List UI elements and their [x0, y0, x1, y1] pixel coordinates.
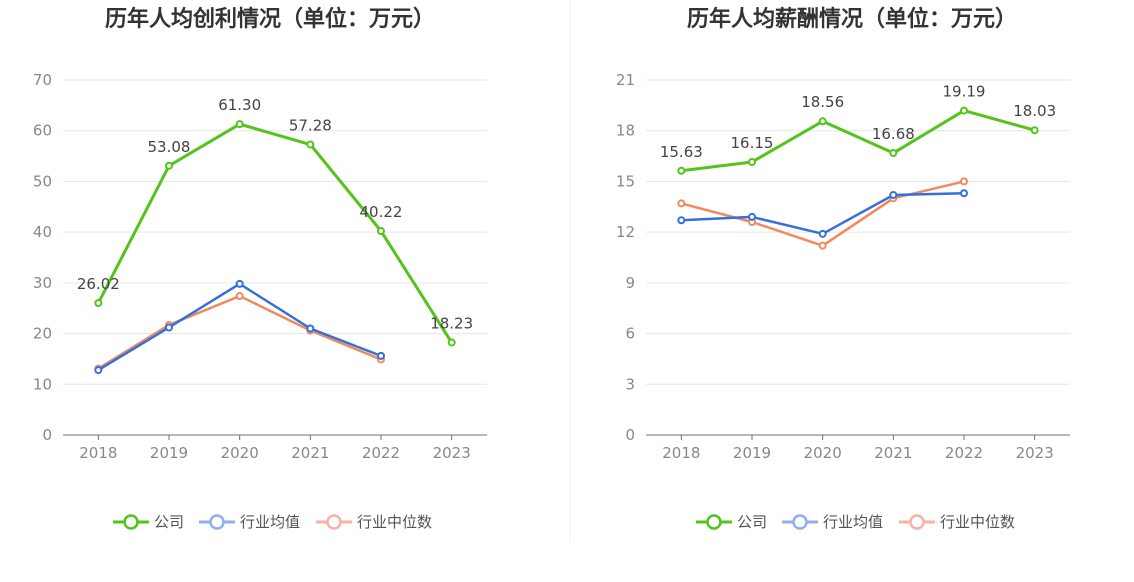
- legend-marker-icon: [909, 514, 925, 530]
- y-tick-label: 15: [616, 172, 635, 190]
- data-point-company[interactable]: [165, 161, 173, 170]
- data-label: 15.63: [660, 143, 703, 161]
- x-tick-label: 2019: [150, 444, 188, 462]
- x-tick-label: 2021: [291, 444, 329, 462]
- data-point-company[interactable]: [235, 120, 244, 129]
- legend-marker-icon: [209, 514, 225, 530]
- series-line-industry-median: [97, 294, 382, 370]
- data-label: 18.03: [1013, 102, 1056, 120]
- data-point-company[interactable]: [447, 338, 456, 347]
- y-tick-label: 0: [625, 426, 635, 444]
- data-point-industry-avg[interactable]: [377, 351, 385, 360]
- data-point-industry-avg[interactable]: [306, 324, 315, 333]
- chart-panel-1: 历年人均创利情况（单位：万元） 0 10 20 30 40 50 60 70 2018 2019 20…: [33, 6, 487, 531]
- x-tick-label: 2022: [362, 444, 400, 462]
- chart-panel-2: 历年人均薪酬情况（单位：万元） 0 3 6 9 12 15 18 21 2018 2019 2020 2…: [616, 6, 1070, 531]
- data-label: 40.22: [360, 203, 403, 221]
- legend-item-company[interactable]: 公司: [113, 513, 184, 531]
- y-tick-label: 50: [33, 172, 52, 190]
- data-label: 16.15: [731, 134, 774, 152]
- data-point-industry-median[interactable]: [677, 199, 686, 208]
- data-point-company[interactable]: [1030, 126, 1039, 135]
- data-point-industry-avg[interactable]: [165, 323, 173, 332]
- legend-item-industry-avg[interactable]: 行业均值: [199, 513, 300, 531]
- legend-item-industry-median[interactable]: 行业中位数: [899, 513, 1015, 531]
- x-tick-label: 2020: [221, 444, 259, 462]
- y-tick-label: 70: [33, 71, 52, 89]
- legend-label: 行业均值: [240, 513, 300, 531]
- data-label: 57.28: [289, 117, 332, 135]
- x-tick-label: 2018: [662, 444, 700, 462]
- chart-title: 历年人均创利情况（单位：万元）: [105, 6, 435, 32]
- data-point-industry-avg[interactable]: [960, 189, 968, 198]
- y-tick-label: 20: [33, 325, 52, 343]
- legend-label: 公司: [737, 513, 767, 531]
- y-tick-label: 40: [33, 223, 52, 241]
- y-tick-label: 12: [616, 223, 635, 241]
- y-tick-label: 60: [33, 122, 52, 140]
- data-point-industry-median[interactable]: [235, 292, 244, 301]
- legend-item-industry-median[interactable]: 行业中位数: [316, 513, 432, 531]
- legend-label: 行业中位数: [940, 513, 1015, 531]
- legend-item-company[interactable]: 公司: [696, 513, 767, 531]
- data-point-industry-avg[interactable]: [677, 216, 686, 225]
- chart-title: 历年人均薪酬情况（单位：万元）: [687, 6, 1017, 32]
- series-line-company: [96, 122, 453, 344]
- y-tick-label: 9: [625, 274, 635, 292]
- x-tick-label: 2022: [945, 444, 983, 462]
- data-point-industry-avg[interactable]: [235, 279, 244, 288]
- data-point-industry-median[interactable]: [818, 241, 827, 250]
- legend-item-industry-avg[interactable]: 行业均值: [782, 513, 883, 531]
- data-label: 16.68: [872, 125, 915, 143]
- y-tick-label: 30: [33, 274, 52, 292]
- data-label: 19.19: [943, 83, 986, 101]
- data-point-company[interactable]: [377, 227, 385, 236]
- legend-label: 行业中位数: [357, 513, 432, 531]
- data-point-industry-avg[interactable]: [748, 212, 756, 221]
- legend-marker-icon: [792, 514, 808, 530]
- y-tick-label: 6: [625, 325, 635, 343]
- data-point-company[interactable]: [748, 157, 756, 166]
- data-label: 18.56: [801, 93, 844, 111]
- legend-label: 行业均值: [823, 513, 883, 531]
- y-tick-label: 10: [33, 375, 52, 393]
- data-label: 18.23: [430, 315, 473, 333]
- data-point-company[interactable]: [94, 299, 103, 308]
- data-point-industry-median[interactable]: [960, 177, 968, 186]
- legend-marker-icon: [326, 514, 342, 530]
- legend-marker-icon: [706, 514, 722, 530]
- y-tick-label: 3: [625, 375, 635, 393]
- data-point-company[interactable]: [306, 140, 315, 149]
- data-point-company[interactable]: [960, 106, 968, 115]
- data-point-company[interactable]: [889, 149, 898, 158]
- x-tick-label: 2020: [804, 444, 842, 462]
- x-tick-label: 2018: [79, 444, 117, 462]
- series-line-company: [681, 109, 1036, 173]
- data-point-company[interactable]: [818, 117, 827, 126]
- x-tick-label: 2023: [433, 444, 471, 462]
- y-tick-label: 21: [616, 71, 635, 89]
- data-point-company[interactable]: [677, 166, 686, 175]
- data-point-industry-avg[interactable]: [818, 229, 827, 238]
- data-label: 61.30: [218, 96, 261, 114]
- y-tick-label: 0: [42, 426, 52, 444]
- legend-label: 公司: [154, 513, 184, 531]
- y-tick-label: 18: [616, 122, 635, 140]
- data-label: 53.08: [148, 138, 191, 156]
- data-label: 26.02: [77, 275, 120, 293]
- data-point-industry-avg[interactable]: [889, 190, 898, 199]
- x-tick-label: 2019: [733, 444, 771, 462]
- data-point-industry-avg[interactable]: [94, 366, 103, 375]
- x-tick-label: 2021: [874, 444, 912, 462]
- legend-marker-icon: [123, 514, 139, 530]
- x-tick-label: 2023: [1016, 444, 1054, 462]
